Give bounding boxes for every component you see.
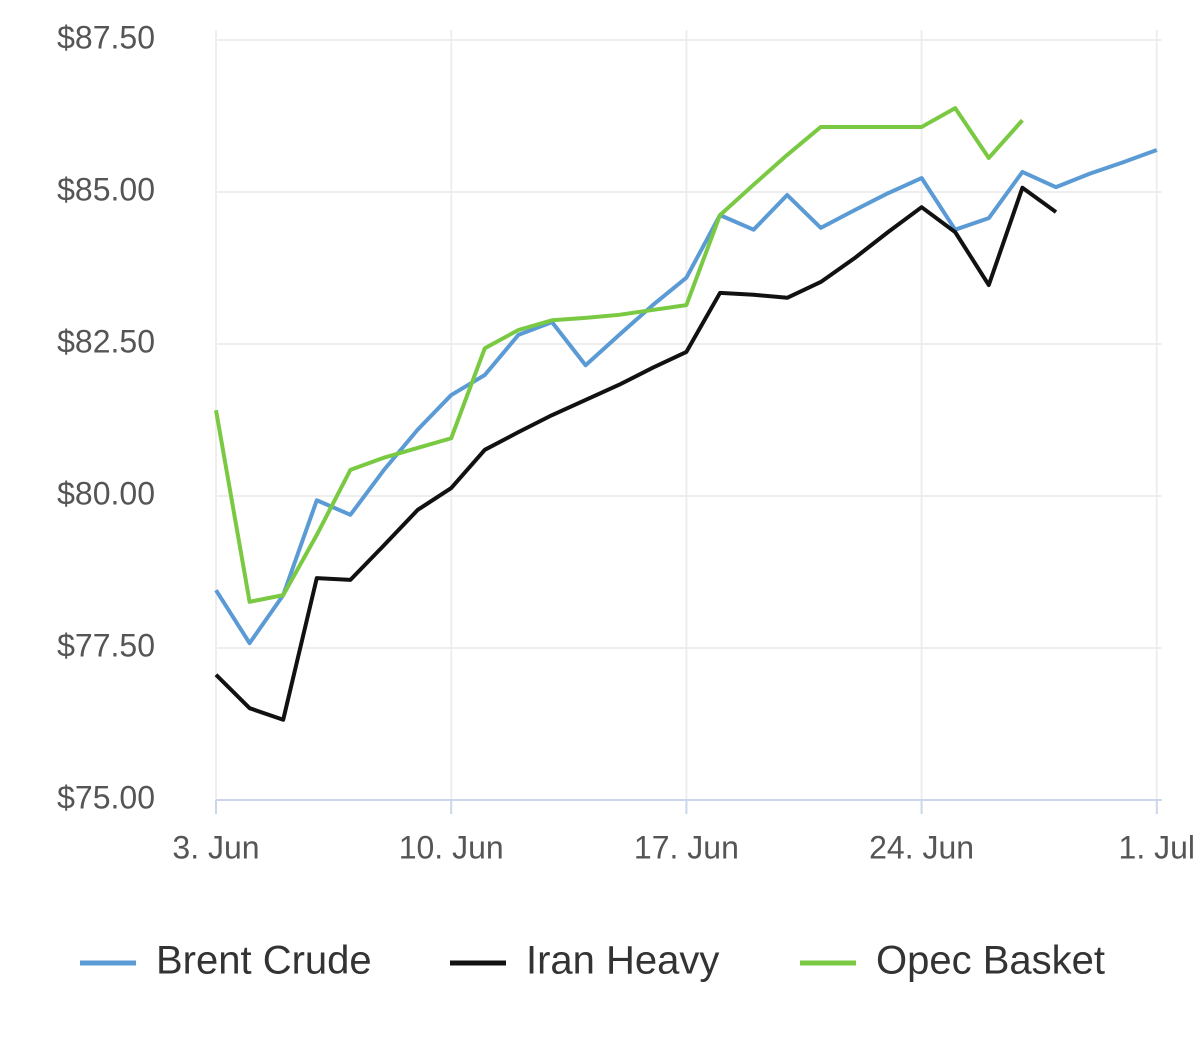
y-tick-label: $75.00 [57,779,155,815]
x-tick-label: 1. Jul [1119,829,1195,865]
x-tick-label: 17. Jun [634,829,739,865]
y-tick-label: $77.50 [57,627,155,663]
y-tick-label: $80.00 [57,475,155,511]
legend-label: Brent Crude [156,939,372,983]
legend-label: Opec Basket [876,939,1105,983]
x-tick-label: 24. Jun [869,829,974,865]
x-tick-label: 10. Jun [399,829,504,865]
legend-label: Iran Heavy [526,939,719,983]
series-line [214,185,1058,722]
y-tick-label: $87.50 [57,19,155,55]
series-line [214,148,1158,646]
x-tick-label: 3. Jun [172,829,259,865]
y-tick-label: $85.00 [57,171,155,207]
series-line [214,106,1024,604]
y-tick-label: $82.50 [57,323,155,359]
